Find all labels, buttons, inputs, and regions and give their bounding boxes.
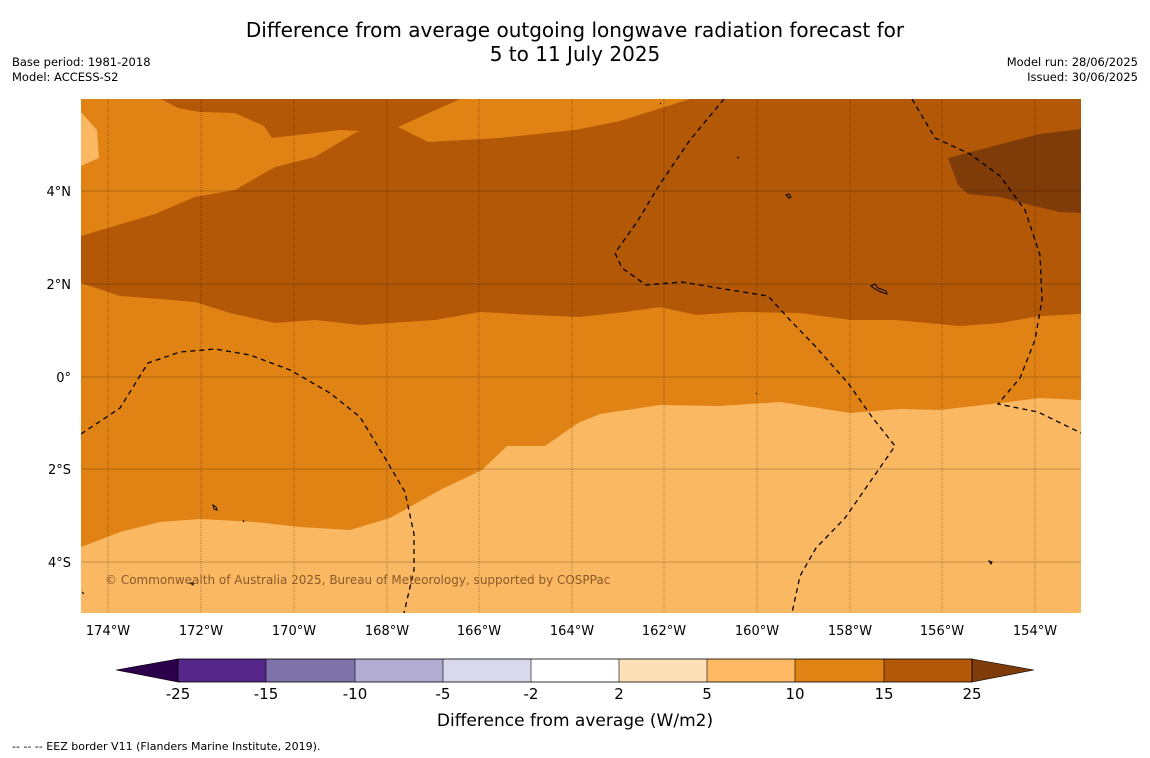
lon-label: 168°W bbox=[365, 624, 409, 639]
colorbar-tick: 5 bbox=[702, 685, 712, 703]
colorbar-tick: 10 bbox=[785, 685, 804, 703]
meta-right: Model run: 28/06/2025 Issued: 30/06/2025 bbox=[1007, 55, 1138, 85]
model-name: Model: ACCESS-S2 bbox=[12, 70, 119, 84]
lat-labels: 4°N 2°N 0° 2°S 4°S bbox=[47, 185, 72, 571]
issued-date: Issued: 30/06/2025 bbox=[1027, 70, 1138, 84]
region-15-25 bbox=[81, 99, 1081, 326]
colorbar-tick: 2 bbox=[614, 685, 624, 703]
map-area: © Commonwealth of Australia 2025, Bureau… bbox=[81, 99, 1081, 613]
colorbar-tick: -10 bbox=[343, 685, 368, 703]
eez-legend-note: -- -- -- EEZ border V11 (Flanders Marine… bbox=[12, 740, 321, 753]
region-gt-25 bbox=[948, 129, 1081, 213]
region-5-10-patch bbox=[81, 112, 99, 166]
lon-label: 158°W bbox=[828, 624, 872, 639]
colorbar-outline bbox=[177, 658, 973, 683]
lon-label: 170°W bbox=[272, 624, 316, 639]
colorbar: -25 -15 -10 -5 -2 2 5 10 15 25 Differenc… bbox=[115, 658, 1035, 731]
eez-borders bbox=[81, 99, 1081, 613]
colorbar-segment bbox=[266, 659, 355, 682]
colorbar-segment bbox=[443, 659, 531, 682]
meta-left: Base period: 1981-2018 Model: ACCESS-S2 bbox=[12, 55, 151, 85]
lon-labels: 174°W 172°W 170°W 168°W 166°W 164°W 162°… bbox=[86, 624, 1057, 639]
colorbar-tick: -5 bbox=[436, 685, 451, 703]
colorbar-segment bbox=[355, 659, 443, 682]
colorbar-segment bbox=[178, 659, 266, 682]
colorbar-label: Difference from average (W/m2) bbox=[437, 711, 713, 731]
lon-label: 166°W bbox=[457, 624, 501, 639]
lon-label: 174°W bbox=[86, 624, 130, 639]
lat-label: 4°S bbox=[48, 556, 71, 571]
gridlines bbox=[81, 190, 1081, 563]
title-line-1: Difference from average outgoing longwav… bbox=[245, 18, 905, 42]
lat-label: 2°S bbox=[48, 463, 71, 478]
model-run: Model run: 28/06/2025 bbox=[1006, 55, 1138, 69]
colorbar-tick: -25 bbox=[166, 685, 191, 703]
colorbar-extend-low bbox=[115, 658, 179, 683]
colorbar-tick: -2 bbox=[524, 685, 539, 703]
lon-label: 164°W bbox=[550, 624, 594, 639]
base-period: Base period: 1981-2018 bbox=[12, 55, 151, 69]
colorbar-tick: 15 bbox=[874, 685, 893, 703]
lon-label: 154°W bbox=[1013, 624, 1057, 639]
colorbar-segment bbox=[795, 659, 884, 682]
colorbar-segment bbox=[619, 659, 707, 682]
title-line-2: 5 to 11 July 2025 bbox=[489, 42, 661, 66]
colorbar-segment bbox=[531, 659, 619, 682]
lon-label: 156°W bbox=[920, 624, 964, 639]
colorbar-tick: -15 bbox=[254, 685, 279, 703]
colorbar-tick: 25 bbox=[962, 685, 981, 703]
islands bbox=[81, 102, 993, 595]
lat-label: 0° bbox=[56, 371, 71, 386]
lon-label: 160°W bbox=[735, 624, 779, 639]
lat-label: 4°N bbox=[47, 185, 72, 200]
lon-label: 162°W bbox=[642, 624, 686, 639]
lat-label: 2°N bbox=[47, 278, 72, 293]
meridians bbox=[107, 99, 1036, 613]
colorbar-segment bbox=[884, 659, 972, 682]
lon-label: 172°W bbox=[179, 624, 223, 639]
colorbar-segment bbox=[707, 659, 795, 682]
copyright-note: © Commonwealth of Australia 2025, Bureau… bbox=[105, 573, 610, 587]
colorbar-extend-high bbox=[971, 658, 1035, 683]
chart-title: Difference from average outgoing longwav… bbox=[0, 18, 1150, 66]
